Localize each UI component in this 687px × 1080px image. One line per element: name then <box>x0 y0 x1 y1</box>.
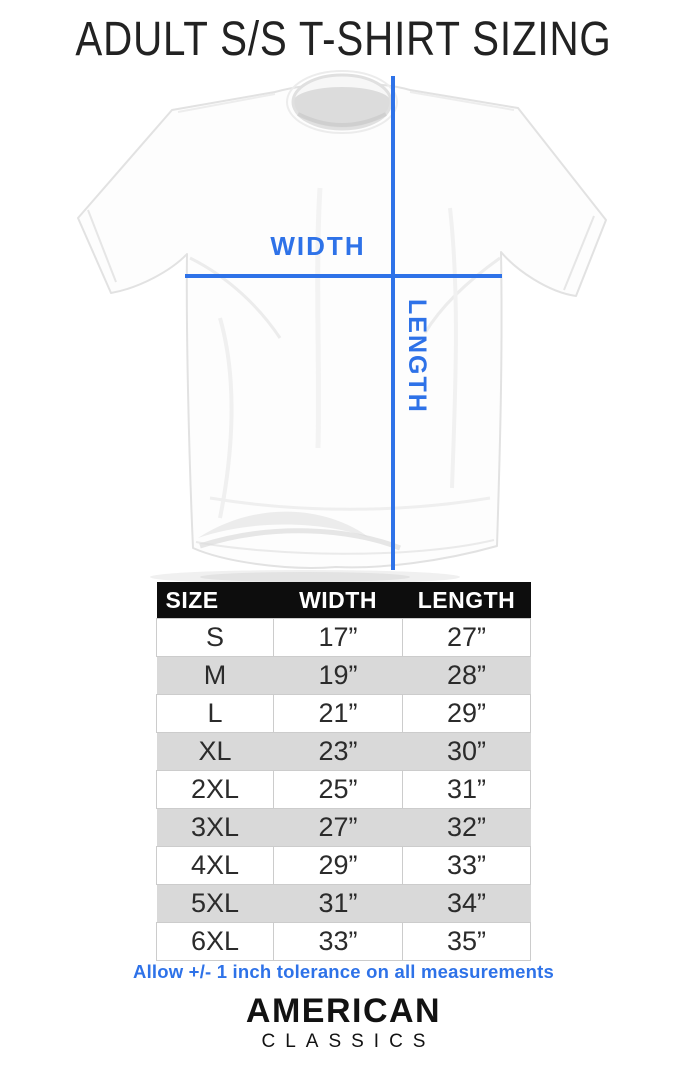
cell-size: 3XL <box>156 808 274 847</box>
column-header-width: WIDTH <box>273 582 403 619</box>
cell-size: 5XL <box>156 884 274 923</box>
cell-size: L <box>156 694 274 733</box>
width-measure-line <box>185 274 502 278</box>
brand-line1: AMERICAN <box>245 992 442 1030</box>
cell-size: 2XL <box>156 770 274 809</box>
size-table: SIZE WIDTH LENGTH S 17” 27” M 19” 28” L 21” 29” X… <box>156 582 531 961</box>
cell-size: 6XL <box>156 922 274 961</box>
header-row: SIZE WIDTH LENGTH <box>156 582 531 619</box>
length-label: LENGTH <box>403 299 431 414</box>
table-row: M 19” 28” <box>156 656 531 695</box>
cell-length: 33” <box>402 846 531 885</box>
table-row: 4XL 29” 33” <box>156 846 531 885</box>
cell-length: 30” <box>402 732 531 771</box>
cell-size: XL <box>156 732 274 771</box>
tshirt-hem-fold <box>198 511 401 551</box>
cell-size: M <box>156 656 274 695</box>
size-table-header: SIZE WIDTH LENGTH <box>156 582 531 619</box>
tshirt-body <box>77 82 607 569</box>
size-table-body: S 17” 27” M 19” 28” L 21” 29” XL 23” 30” 2XL 25” 31” 3X… <box>156 618 531 961</box>
width-label: WIDTH <box>270 231 366 261</box>
brand-logo: AMERICAN CLASSICS <box>0 994 687 1051</box>
column-header-size: SIZE <box>156 582 274 619</box>
cell-length: 35” <box>402 922 531 961</box>
tshirt-wrinkles <box>87 91 595 555</box>
cell-width: 31” <box>273 884 403 923</box>
cell-size: S <box>156 618 274 657</box>
table-row: 5XL 31” 34” <box>156 884 531 923</box>
cell-length: 29” <box>402 694 531 733</box>
tshirt-image <box>77 70 607 584</box>
table-row: 6XL 33” 35” <box>156 922 531 961</box>
cell-length: 31” <box>402 770 531 809</box>
cell-length: 28” <box>402 656 531 695</box>
column-header-length: LENGTH <box>402 582 531 619</box>
cell-width: 23” <box>273 732 403 771</box>
cell-length: 34” <box>402 884 531 923</box>
cell-size: 4XL <box>156 846 274 885</box>
cell-width: 19” <box>273 656 403 695</box>
page-title: ADULT S/S T-SHIRT SIZING <box>75 13 612 66</box>
cell-width: 33” <box>273 922 403 961</box>
table-row: 2XL 25” 31” <box>156 770 531 809</box>
table-row: L 21” 29” <box>156 694 531 733</box>
cell-width: 25” <box>273 770 403 809</box>
table-row: 3XL 27” 32” <box>156 808 531 847</box>
shirt-diagram: WIDTH LENGTH <box>70 68 615 593</box>
tolerance-note: Allow +/- 1 inch tolerance on all measur… <box>133 961 554 982</box>
cell-length: 32” <box>402 808 531 847</box>
length-measure-line <box>391 76 395 570</box>
table-row: S 17” 27” <box>156 618 531 657</box>
cell-length: 27” <box>402 618 531 657</box>
brand-line2: CLASSICS <box>261 1031 436 1052</box>
tshirt-ground-shadow <box>150 570 460 584</box>
table-row: XL 23” 30” <box>156 732 531 771</box>
cell-width: 29” <box>273 846 403 885</box>
tshirt-collar <box>286 70 398 134</box>
cell-width: 17” <box>273 618 403 657</box>
cell-width: 27” <box>273 808 403 847</box>
cell-width: 21” <box>273 694 403 733</box>
